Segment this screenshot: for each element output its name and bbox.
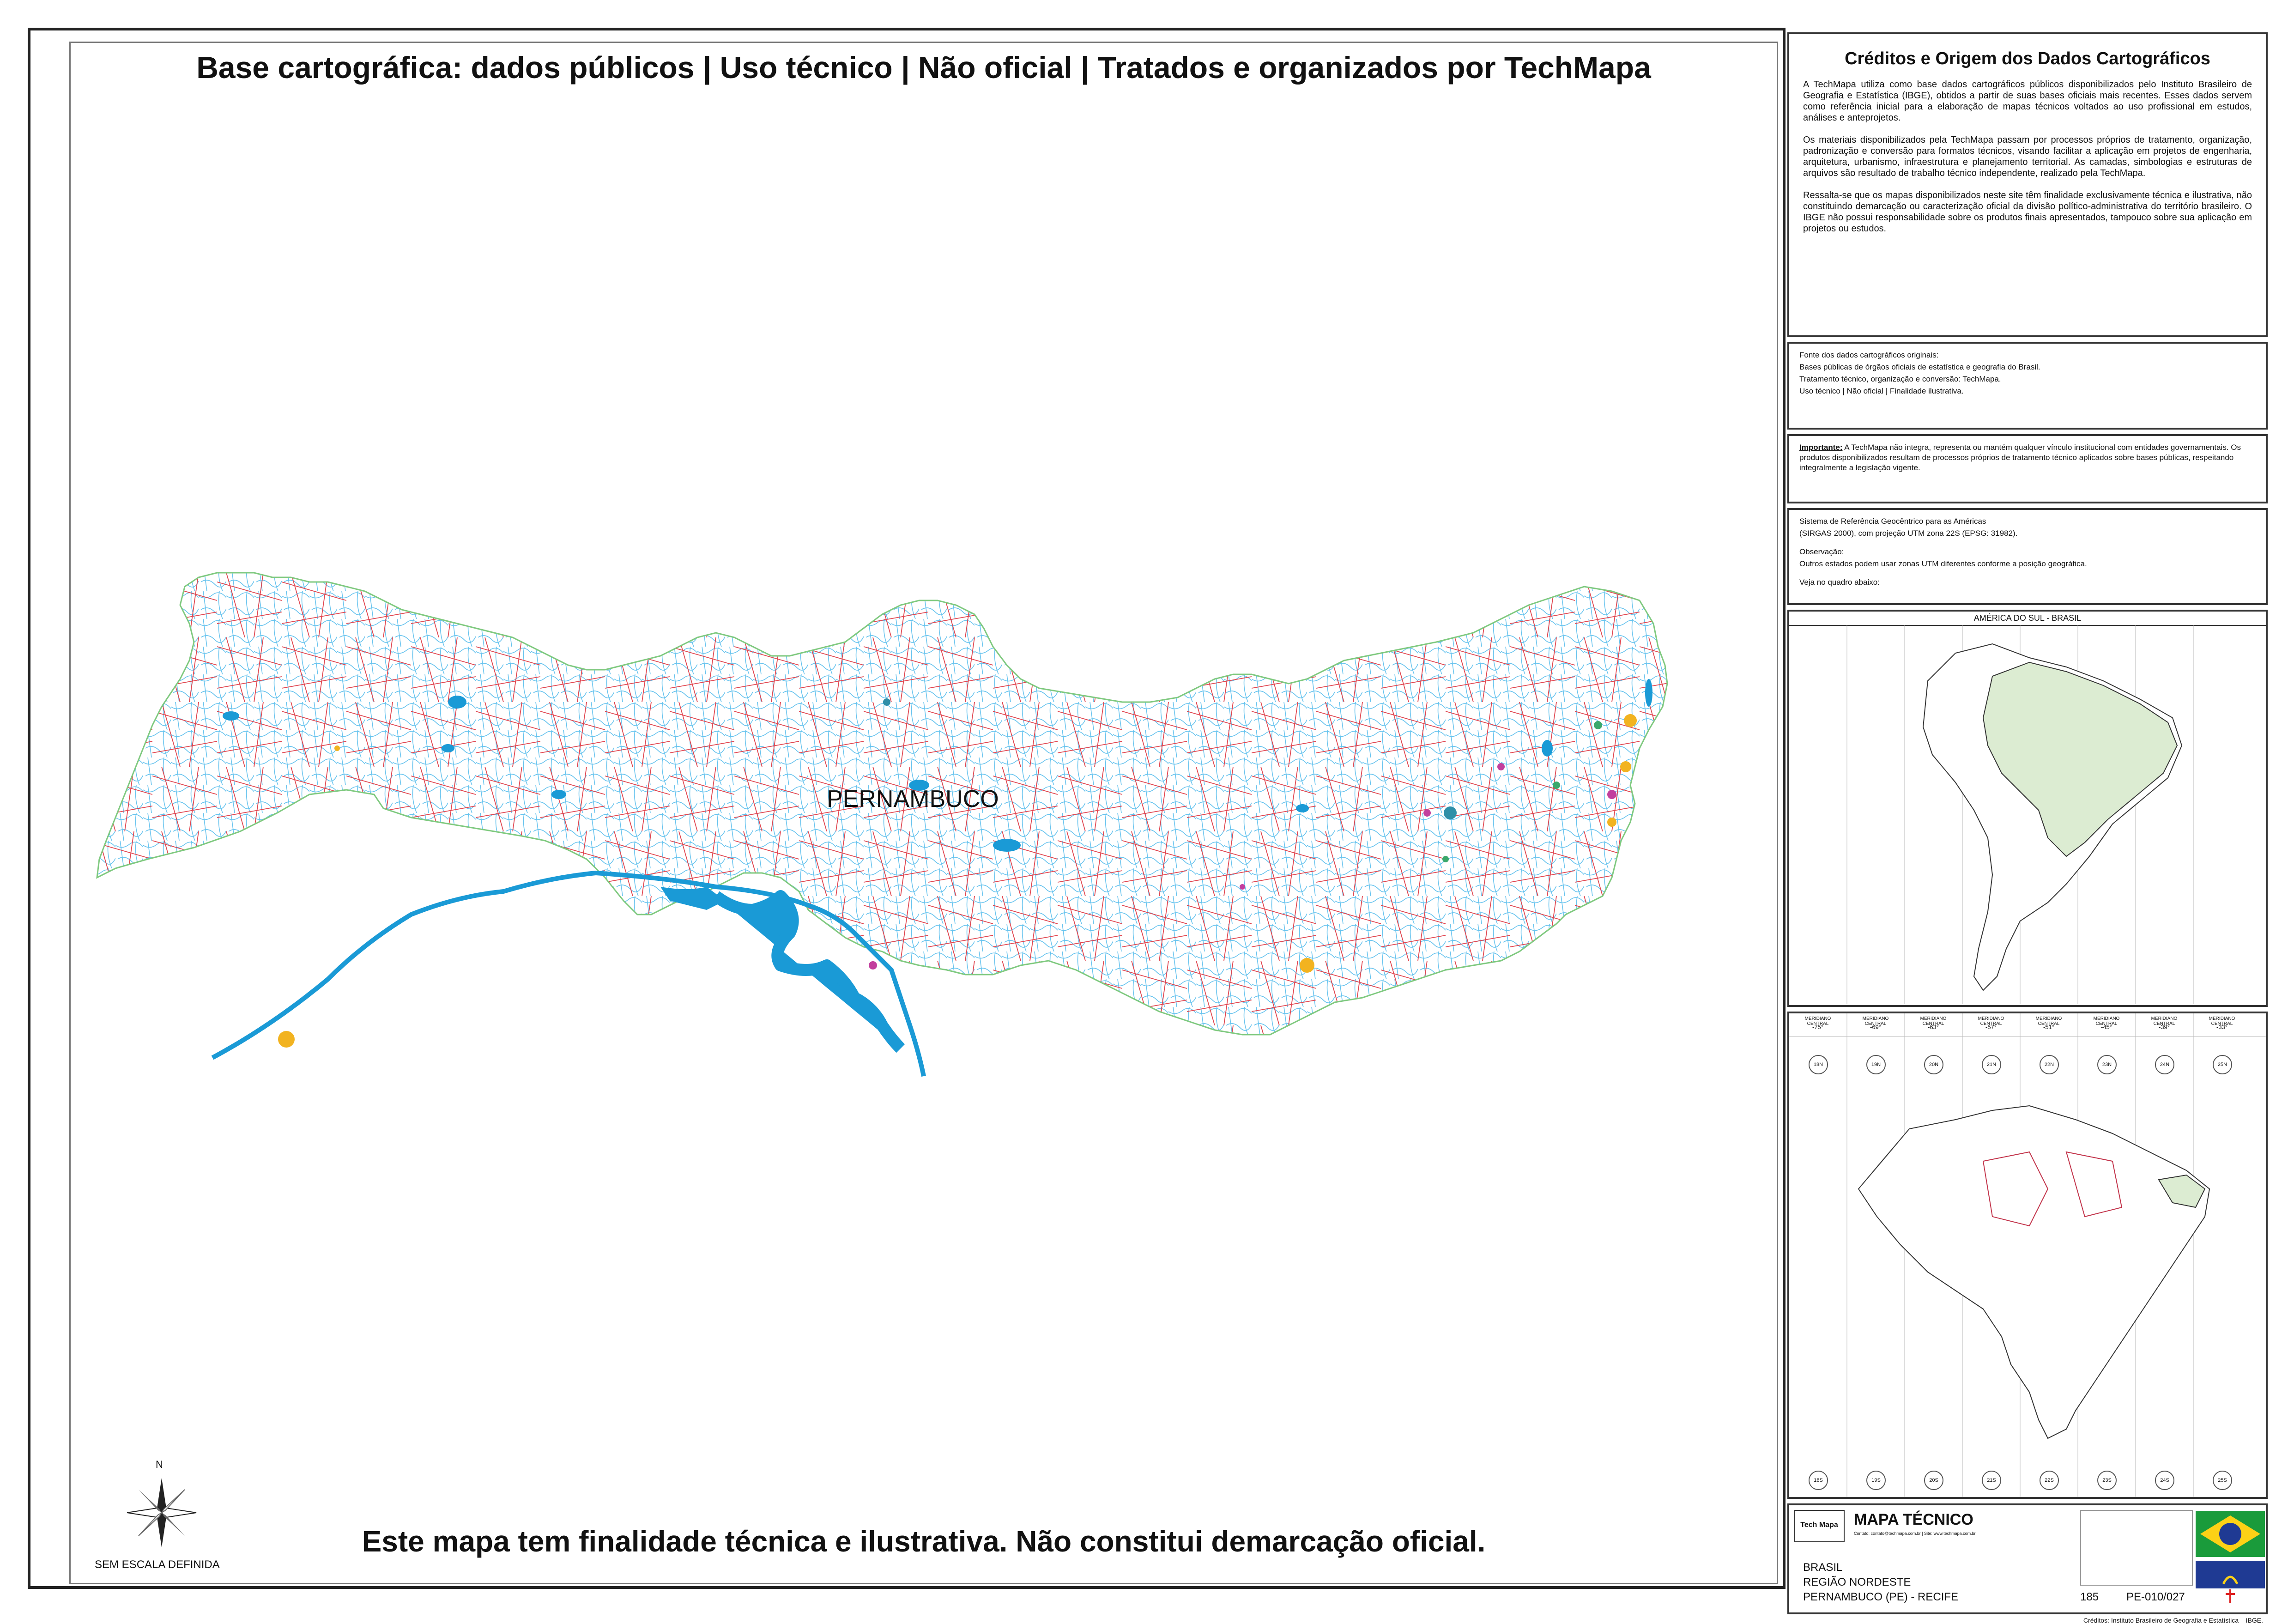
meridian-label: MERIDIANO CENTRAL <box>2209 1016 2235 1026</box>
credits-title: Créditos e Origem dos Dados Cartográfico… <box>1845 49 2210 68</box>
credits-panel: Créditos e Origem dos Dados Cartográfico… <box>1787 32 2268 337</box>
crs-line: Sistema de Referência Geocêntrico para a… <box>1799 517 1986 526</box>
map-code: PE-010/027 <box>2126 1591 2185 1603</box>
crs-line: (SIRGAS 2000), com projeção UTM zona 22S… <box>1799 529 2018 538</box>
inset-title: AMÉRICA DO SUL - BRASIL <box>1789 612 2266 626</box>
footer-note: Este mapa tem finalidade técnica e ilust… <box>362 1525 1486 1558</box>
south-america-map <box>1846 625 2194 1004</box>
zone-south: 19S <box>1866 1471 1886 1490</box>
crs-line <box>1799 540 2256 545</box>
meridian-label: MERIDIANO CENTRAL <box>1978 1016 2004 1026</box>
crs-line: Observação: <box>1799 547 1844 556</box>
meridian-label: MERIDIANO CENTRAL <box>1920 1016 1947 1026</box>
zone-north: 20N <box>1924 1055 1943 1074</box>
map-outer-frame <box>28 28 1786 1589</box>
location-line: REGIÃO NORDESTE <box>1803 1576 1911 1588</box>
footer-credit: Créditos: Instituto Brasileiro de Geogra… <box>2083 1617 2263 1624</box>
zone-south: 24S <box>2155 1471 2174 1490</box>
credits-paragraph: A TechMapa utiliza como base dados carto… <box>1803 79 2252 123</box>
meridian-label: MERIDIANO CENTRAL <box>2093 1016 2120 1026</box>
product-title: MAPA TÉCNICO <box>1854 1511 1973 1528</box>
zone-north: 21N <box>1982 1055 2001 1074</box>
utm-zones-map <box>1789 1013 2266 1497</box>
meridian-label: MERIDIANO CENTRAL <box>2035 1016 2062 1026</box>
meridian-value: -63° <box>1928 1024 1939 1030</box>
crs-line: Outros estados podem usar zonas UTM dife… <box>1799 559 2087 568</box>
meridian-value: -57° <box>1985 1024 1997 1030</box>
credits-paragraph: Os materiais disponibilizados pela TechM… <box>1803 135 2252 178</box>
zone-north: 24N <box>2155 1055 2174 1074</box>
meridian-value: -33° <box>2216 1024 2227 1030</box>
compass-rose-icon <box>127 1478 197 1547</box>
meridian-value: -39° <box>2159 1024 2170 1030</box>
pernambuco-flag-icon <box>2196 1561 2265 1607</box>
utm-zones-inset: MERIDIANO CENTRAL -75° MERIDIANO CENTRAL… <box>1787 1012 2268 1499</box>
info-grid <box>2080 1510 2193 1586</box>
crs-line: Veja no quadro abaixo: <box>1799 578 1880 587</box>
meridian-label: MERIDIANO CENTRAL <box>1804 1016 1831 1026</box>
credits-paragraph: Ressalta-se que os mapas disponibilizado… <box>1803 190 2252 234</box>
state-label: PERNAMBUCO <box>827 786 999 812</box>
zone-north: 23N <box>2097 1055 2117 1074</box>
side-panel: Créditos e Origem dos Dados Cartográfico… <box>1787 28 2268 1624</box>
zone-south: 22S <box>2040 1471 2059 1490</box>
scale-note: SEM ESCALA DEFINIDA <box>95 1558 220 1571</box>
source-panel: Fonte dos dados cartográficos originais:… <box>1787 342 2268 430</box>
zone-south: 21S <box>1982 1471 2001 1490</box>
contact-line: Contato: contato@techmapa.com.br | Site:… <box>1854 1531 1976 1536</box>
zone-south: 20S <box>1924 1471 1943 1490</box>
zone-north: 22N <box>2040 1055 2059 1074</box>
south-america-inset: AMÉRICA DO SUL - BRASIL <box>1787 610 2268 1007</box>
source-line: Tratamento técnico, organização e conver… <box>1799 375 2001 383</box>
meridian-label: MERIDIANO CENTRAL <box>1862 1016 1889 1026</box>
meridian-value: -51° <box>2043 1024 2054 1030</box>
source-line: Uso técnico | Não oficial | Finalidade i… <box>1799 387 1964 395</box>
important-panel: Importante: A TechMapa não integra, repr… <box>1787 434 2268 503</box>
map-header-title: Base cartográfica: dados públicos | Uso … <box>196 50 1651 85</box>
zone-north: 18N <box>1809 1055 1828 1074</box>
credits-body: A TechMapa utiliza como base dados carto… <box>1789 69 2266 234</box>
pernambuco-map <box>96 572 1668 1077</box>
north-label: N <box>156 1459 163 1470</box>
source-line: Bases públicas de órgãos oficiais de est… <box>1799 363 2040 371</box>
techmapa-logo: Tech Mapa <box>1794 1510 1845 1542</box>
zone-south: 23S <box>2097 1471 2117 1490</box>
important-label: Importante: <box>1799 443 1843 452</box>
meridian-label: MERIDIANO CENTRAL <box>2151 1016 2178 1026</box>
important-text: A TechMapa não integra, representa ou ma… <box>1799 443 2241 472</box>
meridian-value: -69° <box>1870 1024 1881 1030</box>
crs-line <box>1799 571 2256 576</box>
title-block: Tech Mapa MAPA TÉCNICO Contato: contato@… <box>1787 1503 2268 1614</box>
source-line: Fonte dos dados cartográficos originais: <box>1799 351 1939 359</box>
zone-south: 25S <box>2213 1471 2232 1490</box>
meridian-value: -45° <box>2101 1024 2112 1030</box>
map-inner-frame <box>69 42 1778 1584</box>
meridian-value: -75° <box>1812 1024 1823 1030</box>
location-line: PERNAMBUCO (PE) - RECIFE <box>1803 1591 1959 1603</box>
map-number: 185 <box>2080 1591 2099 1603</box>
zone-north: 19N <box>1866 1055 1886 1074</box>
location-line: BRASIL <box>1803 1561 1843 1574</box>
crs-panel: Sistema de Referência Geocêntrico para a… <box>1787 508 2268 605</box>
zone-north: 25N <box>2213 1055 2232 1074</box>
brazil-flag-icon <box>2196 1511 2265 1557</box>
zone-south: 18S <box>1809 1471 1828 1490</box>
